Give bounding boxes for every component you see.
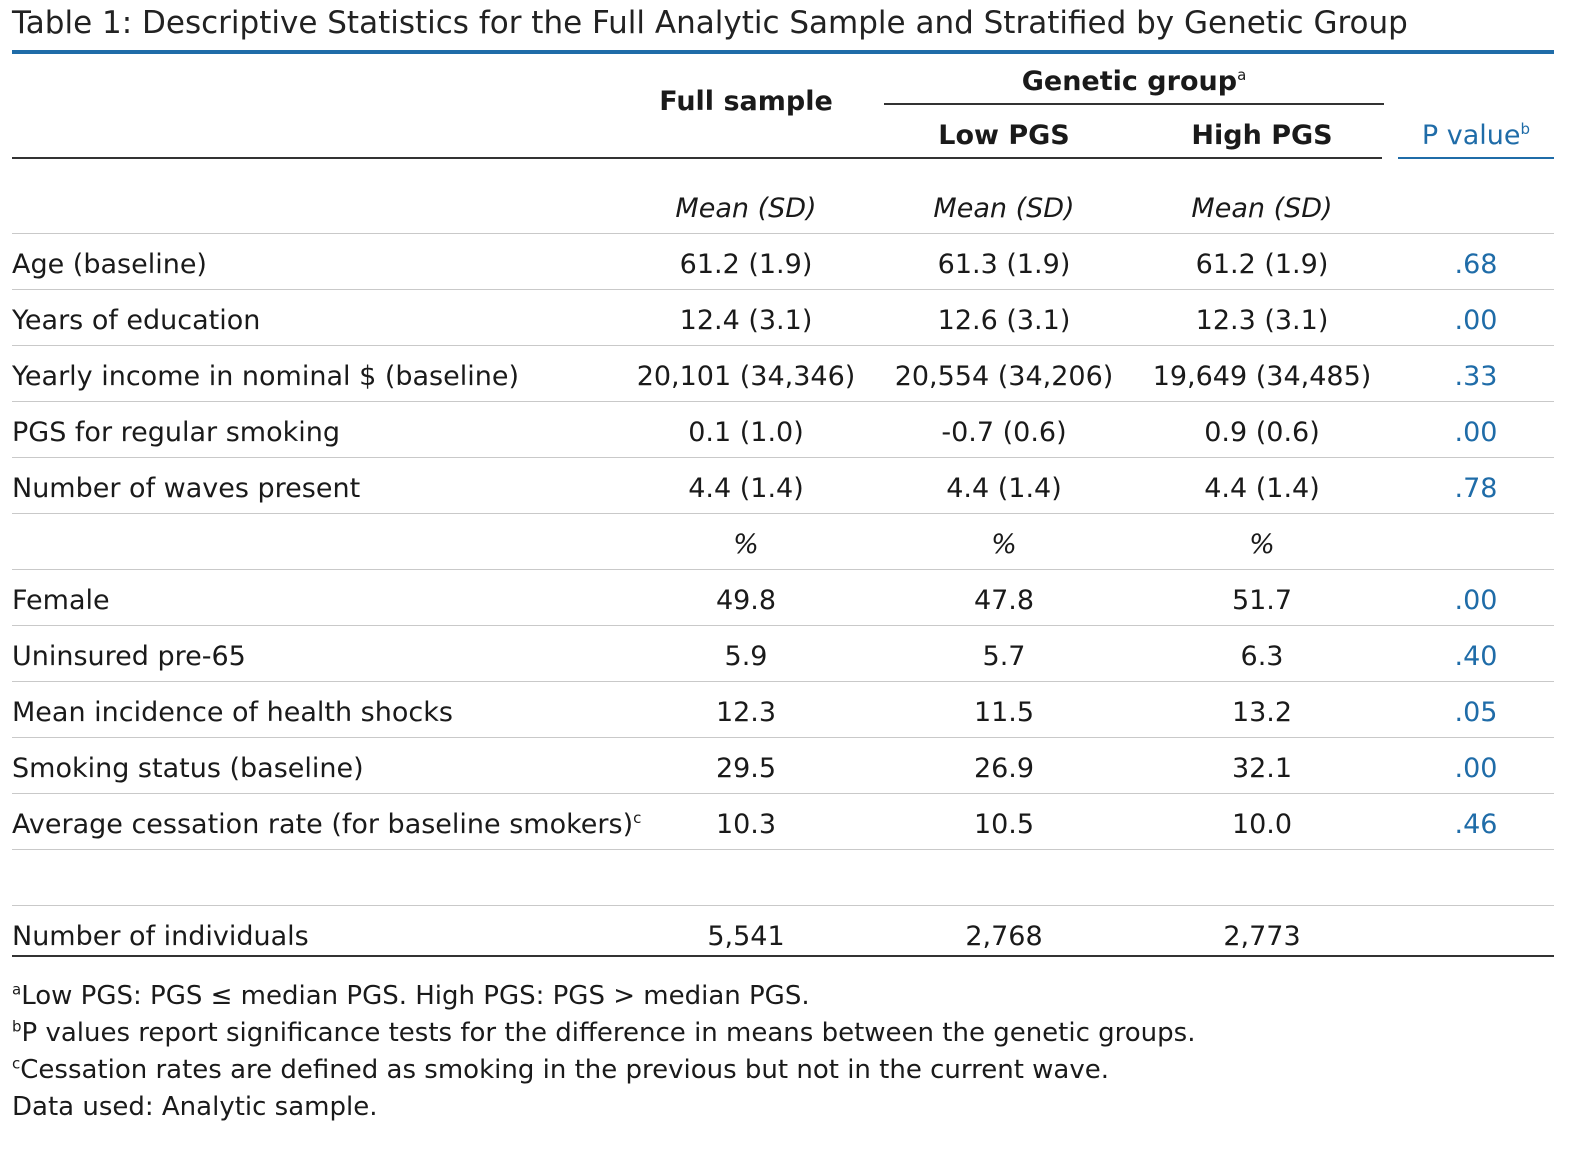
- header-high-pgs: High PGS: [1191, 120, 1333, 151]
- cell-full-sample: 12.3: [715, 697, 777, 728]
- table-row-uninsured: Uninsured pre-65 5.9 5.7 6.3 .40: [12, 626, 1554, 682]
- cell-high-pgs: 2,773: [1223, 921, 1301, 952]
- row-label: PGS for regular smoking: [12, 417, 341, 448]
- table-bottom-rule: [12, 955, 1554, 957]
- spacer-row: [12, 850, 1554, 906]
- row-label: Yearly income in nominal $ (baseline): [12, 361, 519, 392]
- genetic-group-rule: [884, 103, 1384, 105]
- row-label: Smoking status (baseline): [12, 753, 364, 784]
- subheader-row-mean-sd: Mean (SD) Mean (SD) Mean (SD): [12, 178, 1554, 234]
- cell-p-value: .33: [1454, 361, 1498, 392]
- cell-full-sample: 10.3: [715, 809, 777, 840]
- subheader-mean-sd: Mean (SD): [1191, 193, 1333, 224]
- subheader-percent: %: [1249, 529, 1275, 560]
- cell-low-pgs: 11.5: [973, 697, 1035, 728]
- cell-full-sample: 20,101 (34,346): [636, 361, 856, 392]
- row-label: Number of waves present: [12, 473, 361, 504]
- row-label: Number of individuals: [12, 921, 309, 952]
- row-label: Female: [12, 585, 110, 616]
- cell-p-value: .68: [1454, 249, 1498, 280]
- table-title: Table 1: Descriptive Statistics for the …: [12, 5, 1408, 41]
- subheader-percent: %: [733, 529, 759, 560]
- cell-full-sample: 0.1 (1.0): [688, 417, 804, 448]
- note-c: cCessation rates are defined as smoking …: [12, 1054, 1110, 1085]
- header-low-pgs: Low PGS: [938, 120, 1070, 151]
- cell-low-pgs: 12.6 (3.1): [937, 305, 1071, 336]
- table-row-waves: Number of waves present 4.4 (1.4) 4.4 (1…: [12, 458, 1554, 514]
- cell-high-pgs: 51.7: [1231, 585, 1293, 616]
- cell-low-pgs: 20,554 (34,206): [894, 361, 1114, 392]
- header-rule-main: [12, 157, 1382, 159]
- cell-p-value: .00: [1454, 305, 1498, 336]
- cell-low-pgs: 47.8: [973, 585, 1035, 616]
- cell-full-sample: 49.8: [715, 585, 777, 616]
- cell-full-sample: 5.9: [724, 641, 768, 672]
- cell-high-pgs: 0.9 (0.6): [1204, 417, 1320, 448]
- header-rule-pvalue: [1398, 157, 1554, 159]
- cell-high-pgs: 13.2: [1231, 697, 1293, 728]
- header-p-value: P valueb: [1421, 120, 1531, 151]
- table-row-pgs: PGS for regular smoking 0.1 (1.0) -0.7 (…: [12, 402, 1554, 458]
- header-p-value-sup: b: [1520, 120, 1531, 138]
- row-label: Average cessation rate (for baseline smo…: [12, 809, 642, 840]
- table-row-cessation: Average cessation rate (for baseline smo…: [12, 794, 1554, 850]
- table-row-female: Female 49.8 47.8 51.7 .00: [12, 570, 1554, 626]
- subheader-percent: %: [991, 529, 1017, 560]
- cell-high-pgs: 32.1: [1231, 753, 1293, 784]
- cell-high-pgs: 61.2 (1.9): [1195, 249, 1329, 280]
- table-row-smoking-status: Smoking status (baseline) 29.5 26.9 32.1…: [12, 738, 1554, 794]
- header-full-sample: Full sample: [659, 86, 833, 117]
- cell-low-pgs: 26.9: [973, 753, 1035, 784]
- row-label-sup: c: [633, 809, 642, 827]
- note-data-used: Data used: Analytic sample.: [12, 1092, 378, 1122]
- cell-p-value: .00: [1454, 417, 1498, 448]
- title-rule: [12, 50, 1554, 54]
- cell-p-value: .78: [1454, 473, 1498, 504]
- cell-p-value: .05: [1454, 697, 1498, 728]
- row-label: Age (baseline): [12, 249, 207, 280]
- cell-p-value: .00: [1454, 753, 1498, 784]
- cell-full-sample: 5,541: [707, 921, 785, 952]
- cell-p-value: .46: [1454, 809, 1498, 840]
- cell-full-sample: 12.4 (3.1): [679, 305, 813, 336]
- table-row-age: Age (baseline) 61.2 (1.9) 61.3 (1.9) 61.…: [12, 234, 1554, 290]
- subheader-mean-sd: Mean (SD): [933, 193, 1075, 224]
- note-a: aLow PGS: PGS ≤ median PGS. High PGS: PG…: [12, 980, 810, 1011]
- subheader-mean-sd: Mean (SD): [675, 193, 817, 224]
- row-label: Uninsured pre-65: [12, 641, 246, 672]
- cell-low-pgs: 2,768: [965, 921, 1043, 952]
- cell-high-pgs: 19,649 (34,485): [1152, 361, 1372, 392]
- cell-p-value: .40: [1454, 641, 1498, 672]
- cell-low-pgs: 5.7: [982, 641, 1026, 672]
- table-row-income: Yearly income in nominal $ (baseline) 20…: [12, 346, 1554, 402]
- table-row-education: Years of education 12.4 (3.1) 12.6 (3.1)…: [12, 290, 1554, 346]
- cell-full-sample: 29.5: [715, 753, 777, 784]
- row-label: Mean incidence of health shocks: [12, 697, 453, 728]
- header-genetic-group: Genetic groupa: [1021, 66, 1247, 97]
- header-genetic-group-sup: a: [1237, 66, 1247, 84]
- cell-low-pgs: -0.7 (0.6): [941, 417, 1067, 448]
- note-b: bP values report significance tests for …: [12, 1017, 1196, 1048]
- cell-low-pgs: 61.3 (1.9): [937, 249, 1071, 280]
- cell-p-value: .00: [1454, 585, 1498, 616]
- cell-full-sample: 61.2 (1.9): [679, 249, 813, 280]
- subheader-row-percent: % % %: [12, 514, 1554, 570]
- row-label: Years of education: [12, 305, 261, 336]
- table-row-n-individuals: Number of individuals 5,541 2,768 2,773: [12, 906, 1554, 962]
- cell-high-pgs: 4.4 (1.4): [1204, 473, 1320, 504]
- cell-full-sample: 4.4 (1.4): [688, 473, 804, 504]
- cell-low-pgs: 10.5: [973, 809, 1035, 840]
- cell-high-pgs: 6.3: [1240, 641, 1284, 672]
- cell-low-pgs: 4.4 (1.4): [946, 473, 1062, 504]
- table-row-health-shocks: Mean incidence of health shocks 12.3 11.…: [12, 682, 1554, 738]
- table-notes: aLow PGS: PGS ≤ median PGS. High PGS: PG…: [12, 978, 1572, 1126]
- cell-high-pgs: 10.0: [1231, 809, 1293, 840]
- cell-high-pgs: 12.3 (3.1): [1195, 305, 1329, 336]
